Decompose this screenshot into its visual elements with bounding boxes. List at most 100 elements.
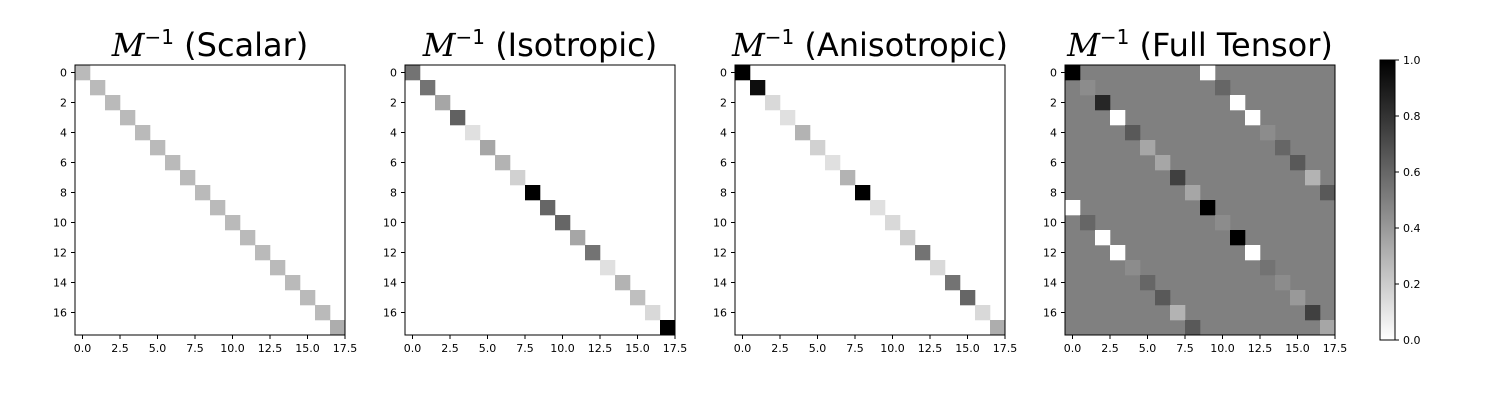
y-tick-label: 12	[383, 247, 397, 260]
heatmap-cell-offdiagonal	[1170, 305, 1186, 321]
heatmap-cell-diagonal	[210, 200, 226, 216]
x-tick-label: 7.5	[846, 342, 864, 355]
heatmap-cell-diagonal	[735, 65, 751, 81]
heatmap-cell-offdiagonal	[1320, 185, 1336, 201]
heatmap-cell-diagonal	[915, 245, 931, 261]
y-tick-label: 6	[390, 157, 397, 170]
heatmap-cell-diagonal	[615, 275, 631, 291]
heatmap-cell-offdiagonal	[1125, 260, 1141, 276]
heatmap-cell-diagonal	[270, 260, 286, 276]
heatmap-cell-diagonal	[510, 170, 526, 186]
y-tick-label: 16	[53, 307, 67, 320]
heatmap-cell-diagonal	[135, 125, 151, 141]
heatmap-cell-diagonal	[450, 110, 466, 126]
y-tick-label: 8	[60, 187, 67, 200]
heatmap-cell-diagonal	[330, 320, 346, 336]
panel-title-4: M−1 (Full Tensor)	[1066, 25, 1333, 64]
x-tick-label: 15.0	[955, 342, 980, 355]
title-label: (Anisotropic)	[804, 26, 1008, 64]
heatmap-panel-3: 0.0 2.5 5.0 7.5 10.0 12.5 15.0 17.5 0 2 4 6 8 10 12 14 1…	[713, 64, 1017, 355]
y-tick-label: 6	[60, 157, 67, 170]
y-tick-label: 0	[390, 67, 397, 80]
heatmap-cell-diagonal	[1080, 80, 1096, 96]
x-tick-label: 5.0	[149, 342, 167, 355]
y-tick-label: 0	[720, 67, 727, 80]
heatmap-cell-diagonal	[435, 95, 451, 111]
heatmap-cell-diagonal	[225, 215, 241, 231]
heatmap-cell-diagonal	[285, 275, 301, 291]
x-tick-label: 7.5	[1176, 342, 1194, 355]
heatmap-cell-diagonal	[1155, 155, 1171, 171]
heatmap-cell-diagonal	[1170, 170, 1186, 186]
heatmap-cell-diagonal	[1200, 200, 1216, 216]
heatmap-cell-diagonal	[1095, 95, 1111, 111]
heatmap-cell-diagonal	[315, 305, 331, 321]
heatmap-cell-diagonal	[990, 320, 1006, 336]
title-label: (Isotropic)	[495, 26, 657, 64]
heatmap-cell-diagonal	[240, 230, 256, 246]
heatmap-cell-offdiagonal	[1110, 245, 1126, 261]
y-tick-label: 6	[720, 157, 727, 170]
axes-frame	[404, 64, 676, 336]
y-tick-label: 6	[1050, 157, 1057, 170]
heatmap-cell-diagonal	[90, 80, 106, 96]
heatmap-cell-offdiagonal	[1305, 170, 1321, 186]
x-tick-label: 15.0	[1285, 342, 1310, 355]
x-tick-label: 12.5	[258, 342, 283, 355]
x-tick-label: 0.0	[734, 342, 752, 355]
heatmap-cell-diagonal	[480, 140, 496, 156]
heatmap-cell-diagonal	[1320, 320, 1336, 336]
heatmap-cell-diagonal	[300, 290, 316, 306]
x-tick-label: 2.5	[441, 342, 459, 355]
colorbar-tick-label: 0.4	[1403, 222, 1421, 235]
heatmap-cell-diagonal	[540, 200, 556, 216]
heatmap-cell-diagonal	[120, 110, 136, 126]
heatmap-cell-diagonal	[600, 260, 616, 276]
y-tick-label: 4	[1050, 127, 1057, 140]
y-tick-label: 2	[720, 97, 727, 110]
y-tick-label: 4	[390, 127, 397, 140]
heatmap-cell-offdiagonal	[1140, 275, 1156, 291]
colorbar-tick-label: 1.0	[1403, 54, 1421, 67]
heatmap-panels: 0.0 2.5 5.0 7.5 10.0 12.5 15.0 17.5 0 2 4 6 8 10 12 14 1…	[53, 64, 1348, 355]
y-tick-label: 10	[53, 217, 67, 230]
title-symbol: M	[731, 26, 766, 64]
heatmap-cell-diagonal	[825, 155, 841, 171]
x-tick-label: 7.5	[186, 342, 204, 355]
heatmap-cell-diagonal	[1125, 125, 1141, 141]
heatmap-cell-diagonal	[765, 95, 781, 111]
y-tick-label: 14	[383, 277, 397, 290]
title-symbol: M	[422, 26, 457, 64]
heatmap-cell-diagonal	[810, 140, 826, 156]
heatmap-cell-offdiagonal	[1080, 215, 1096, 231]
heatmap-cell-offdiagonal	[1245, 110, 1261, 126]
colorbar-tick-label: 0.2	[1403, 278, 1421, 291]
x-tick-label: 2.5	[111, 342, 129, 355]
heatmap-cell-diagonal	[525, 185, 541, 201]
heatmap-cell-diagonal	[840, 170, 856, 186]
title-exponent: −1	[144, 25, 173, 49]
heatmap-cell-diagonal	[495, 155, 511, 171]
heatmap-cell-offdiagonal	[1215, 80, 1231, 96]
heatmap-cell-offdiagonal	[1275, 140, 1291, 156]
heatmap-cell-diagonal	[780, 110, 796, 126]
heatmap-cell-diagonal	[930, 260, 946, 276]
x-tick-label: 0.0	[74, 342, 92, 355]
y-tick-label: 14	[53, 277, 67, 290]
x-tick-label: 17.5	[1323, 342, 1348, 355]
y-tick-label: 2	[60, 97, 67, 110]
heatmap-cell-offdiagonal	[1155, 290, 1171, 306]
title-exponent: −1	[456, 25, 485, 49]
colorbar-tick-label: 0.6	[1403, 166, 1421, 179]
y-tick-label: 10	[383, 217, 397, 230]
heatmap-cell-diagonal	[150, 140, 166, 156]
axes-frame	[74, 64, 346, 336]
heatmap-cell-diagonal	[420, 80, 436, 96]
x-tick-label: 5.0	[479, 342, 497, 355]
heatmap-cell-diagonal	[555, 215, 571, 231]
y-tick-label: 2	[390, 97, 397, 110]
heatmap-cell-diagonal	[870, 200, 886, 216]
x-tick-label: 10.0	[880, 342, 905, 355]
title-symbol: M	[1066, 26, 1101, 64]
